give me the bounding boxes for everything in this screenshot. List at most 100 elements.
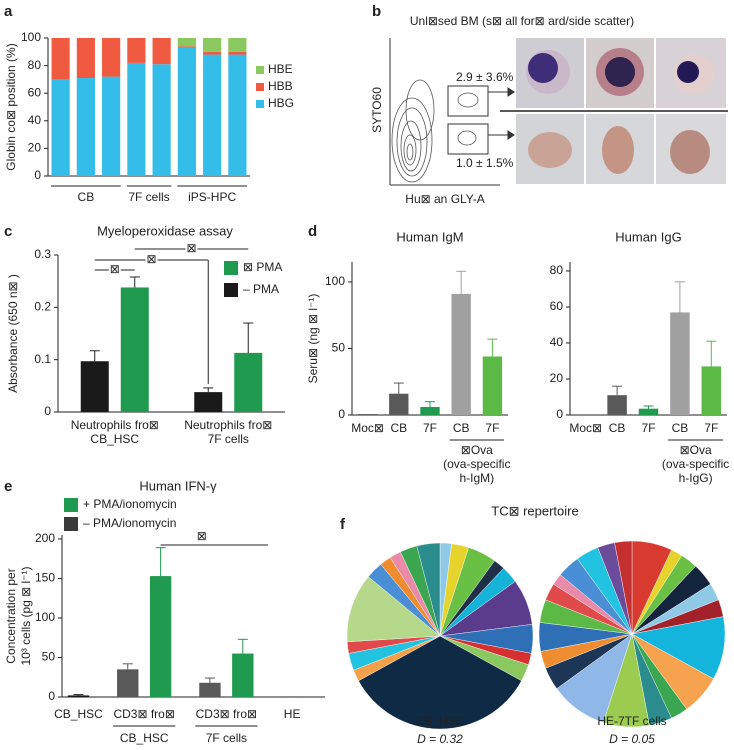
x-tick-label: CB — [672, 421, 689, 435]
legend-label: HBG — [268, 96, 294, 110]
bar-segment — [76, 78, 95, 176]
annotation: ⊠ — [110, 262, 120, 276]
y-tick-label: 0.2 — [34, 300, 51, 314]
legend-swatch — [64, 498, 78, 512]
bar — [451, 293, 471, 415]
legend-label: – PMA — [243, 282, 279, 296]
y-tick-label: 150 — [35, 571, 55, 585]
y-axis-label: Globin co⊠ position (%) — [4, 43, 18, 170]
x-tick-label: 7F — [704, 421, 718, 435]
annotation: ⊠ — [186, 241, 196, 255]
x-tick-label: 7F cells — [206, 731, 247, 745]
bar-segment — [203, 54, 222, 177]
group-label: (ova-specific — [662, 457, 729, 471]
x-tick-label: Neutrophils fro⊠ — [71, 418, 159, 432]
contours — [391, 79, 479, 183]
panel-letter: e — [4, 478, 12, 495]
group-label: ⊠Ova — [461, 443, 493, 457]
bar — [607, 395, 627, 415]
cell — [670, 130, 710, 174]
y-tick-label: 80 — [28, 58, 42, 72]
annotation-bg — [108, 264, 121, 276]
bar-segment — [203, 51, 222, 55]
y-tick-label: 0 — [338, 407, 345, 421]
y-tick-label: 80 — [550, 263, 564, 277]
x-tick-label: CB — [453, 421, 470, 435]
y-tick-label: 40 — [28, 113, 42, 127]
y-tick-label: 0 — [34, 168, 41, 182]
legend-label: – PMA/ionomycin — [83, 516, 176, 530]
y-tick-label: 0 — [44, 404, 51, 418]
x-tick-label: 7F — [641, 421, 655, 435]
x-tick-label: 7F cells — [208, 432, 249, 446]
y-axis-label: SYTO60 — [370, 87, 384, 133]
group-label: (ova-specific — [443, 457, 510, 471]
chart-title: Human IgM — [396, 229, 463, 244]
legend-swatch — [256, 66, 264, 74]
y-tick-label: 100 — [35, 610, 55, 624]
x-tick-label: Neutrophils fro⊠ — [184, 418, 272, 432]
annotation-bg — [145, 254, 158, 266]
bar — [80, 361, 109, 412]
bar-segment — [76, 38, 95, 79]
x-tick-label: CB_HSC — [120, 731, 169, 745]
legend-label: + PMA/ionomycin — [83, 497, 177, 511]
chart-title: TC⊠ repertoire — [491, 503, 578, 518]
y-tick-label: 0 — [48, 689, 55, 703]
y-axis-label: Concentration per — [4, 568, 18, 663]
legend-label: HBE — [268, 62, 293, 76]
bar — [232, 653, 254, 697]
x-tick-label: HE — [284, 707, 301, 721]
bar-segment — [102, 38, 121, 77]
arrowhead — [507, 87, 515, 97]
y-tick-label: 100 — [325, 274, 345, 288]
x-tick-label: CB_HSC — [54, 707, 103, 721]
pie-slice — [416, 542, 441, 637]
bar — [389, 393, 409, 415]
legend-swatch — [256, 83, 264, 91]
bar-segment — [177, 38, 196, 47]
panel-letter: f — [340, 516, 346, 533]
flow-panel — [389, 38, 728, 186]
annotation: ⊠ — [146, 252, 156, 266]
x-axis-label: Hu⊠ an GLY-A — [405, 192, 484, 206]
bar — [420, 407, 440, 415]
arrowhead — [507, 130, 515, 140]
gate — [447, 85, 489, 117]
chart-title: Myeloperoxidase assay — [97, 223, 233, 238]
x-tick-label: CD3⊠ fro⊠ — [196, 707, 257, 721]
bar — [701, 366, 722, 415]
legend-label: ⊠ PMA — [243, 260, 282, 274]
bar-segment — [102, 76, 121, 176]
y-tick-label: 0 — [556, 407, 563, 421]
legend-swatch — [64, 517, 78, 531]
nucleus — [528, 53, 558, 83]
bar — [194, 392, 223, 412]
bar — [638, 408, 659, 415]
x-tick-label: CB — [390, 421, 407, 435]
bar-segment — [228, 51, 247, 55]
bar-segment — [228, 54, 247, 177]
y-tick-label: 40 — [550, 335, 564, 349]
y-tick-label: 50 — [332, 341, 346, 355]
gate — [447, 123, 489, 155]
bar-segment — [152, 38, 171, 65]
bar-segment — [228, 38, 247, 52]
x-tick-label: CB — [609, 421, 626, 435]
x-tick-label: CB — [78, 190, 95, 204]
bar-segment — [152, 64, 171, 176]
y-tick-label: 0.3 — [34, 247, 51, 261]
bar — [149, 576, 172, 697]
bar-segment — [203, 38, 222, 52]
bar-segment — [127, 62, 146, 177]
y-tick-label: 50 — [42, 650, 56, 664]
x-tick-label: CB_HSC — [90, 432, 139, 446]
bar — [670, 312, 690, 415]
y-axis-label: 10³ cells (pg ⊠ l⁻¹) — [19, 566, 33, 665]
bar-segment — [51, 38, 70, 80]
y-tick-label: 20 — [28, 141, 42, 155]
bar — [482, 356, 503, 415]
y-tick-label: 100 — [21, 30, 41, 44]
legend-swatch — [224, 261, 238, 275]
